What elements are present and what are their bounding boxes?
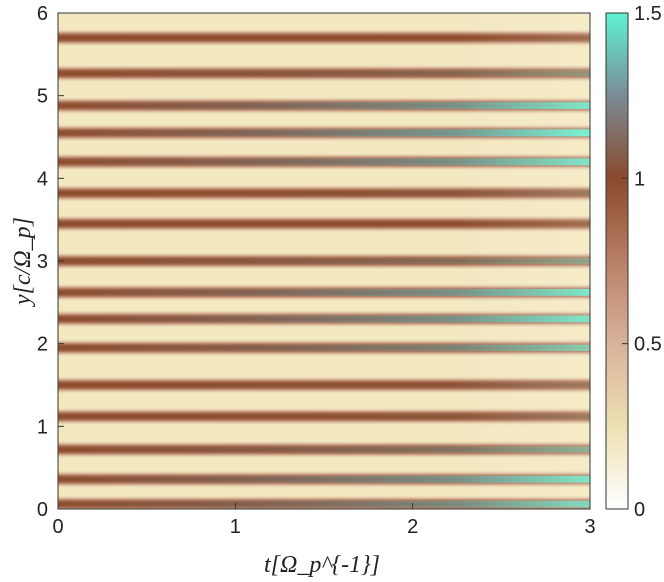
y-tick-label: 3 <box>37 251 48 273</box>
x-axis-label: t[Ω_p^{-1}] <box>264 552 380 578</box>
x-axis-ticks: 0 1 2 3 <box>52 503 596 538</box>
y-tick-label: 0 <box>37 499 48 521</box>
plot-area <box>58 13 590 509</box>
x-tick-label: 0 <box>52 516 63 538</box>
x-tick-label: 2 <box>407 516 418 538</box>
y-axis-ticks: 0 1 2 3 4 5 6 <box>37 3 64 521</box>
colorbar-tick-label: 0.5 <box>634 334 662 356</box>
y-tick-label: 6 <box>37 3 48 25</box>
x-tick-label: 3 <box>584 516 595 538</box>
colorbar-tick-label: 0 <box>634 499 645 521</box>
y-tick-label: 4 <box>37 168 48 190</box>
y-tick-label: 2 <box>37 334 48 356</box>
y-axis-label: y[c/Ω_p] <box>10 217 36 307</box>
colorbar <box>605 12 629 510</box>
y-tick-label: 1 <box>37 416 48 438</box>
colorbar-tick-label: 1.5 <box>634 3 662 25</box>
plot-fade-overlay <box>58 13 590 509</box>
colorbar-tick-label: 1 <box>634 168 645 190</box>
x-tick-label: 1 <box>230 516 241 538</box>
y-tick-label: 5 <box>37 86 48 108</box>
colorbar-ticks: 0 0.5 1 1.5 <box>622 3 662 521</box>
